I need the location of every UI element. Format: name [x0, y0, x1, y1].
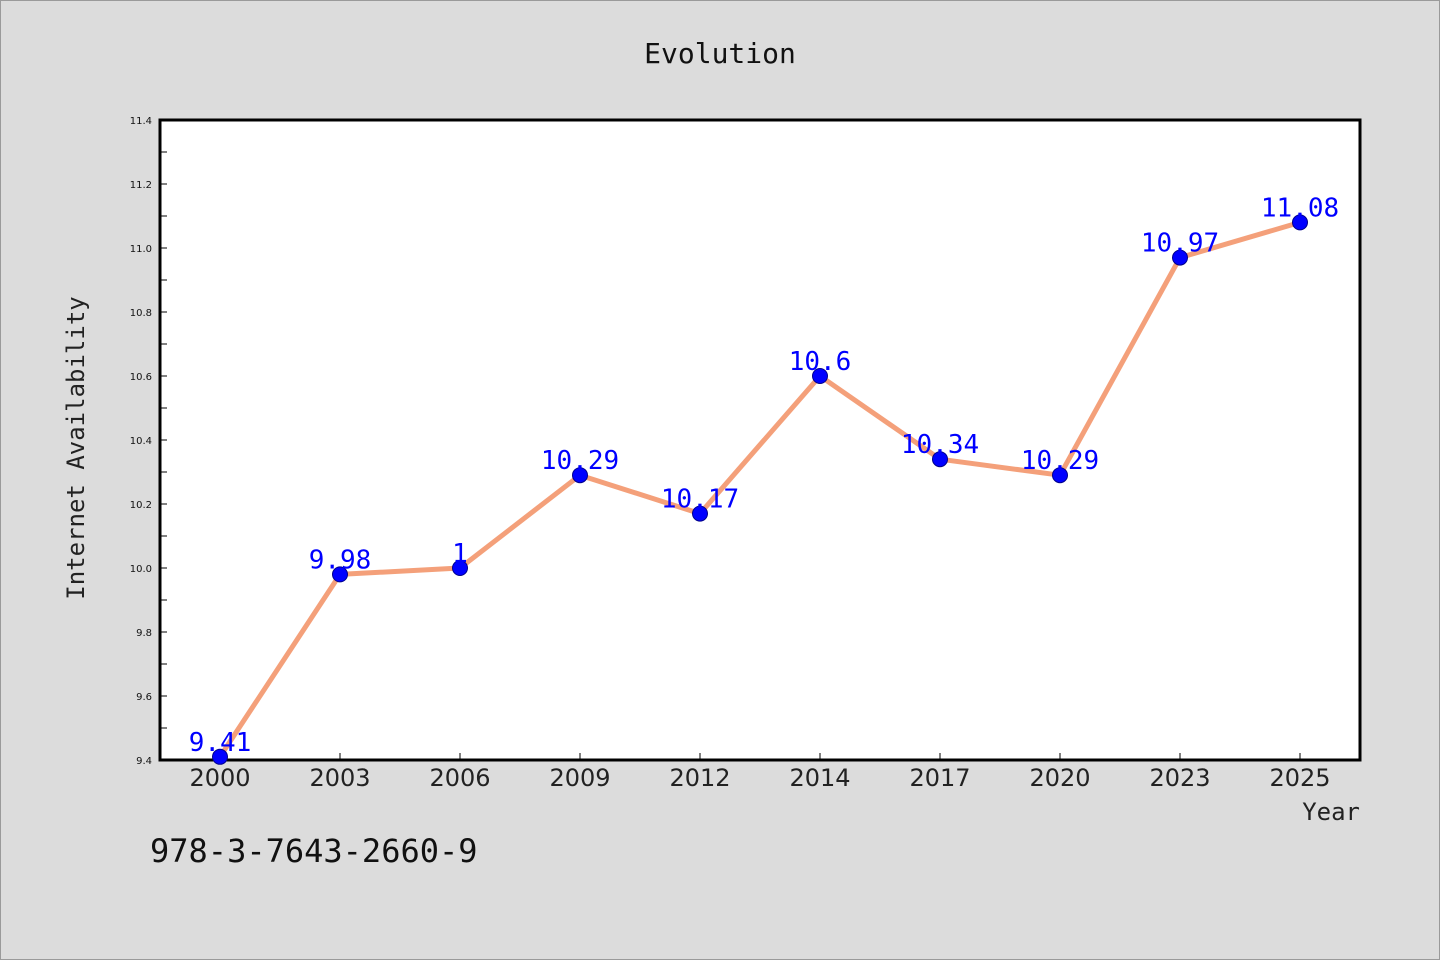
- y-tick-label: 10.2: [130, 500, 152, 511]
- data-label: 10.34: [901, 430, 979, 460]
- data-label: 9.98: [309, 545, 372, 575]
- data-point: [572, 467, 588, 484]
- x-tick-label: 2020: [1029, 764, 1090, 792]
- y-tick-label: 11.2: [130, 180, 152, 191]
- data-point: [692, 505, 708, 522]
- x-tick-label: 2006: [429, 764, 490, 792]
- data-point: [212, 748, 228, 765]
- data-label: 10.17: [661, 485, 739, 515]
- data-label: 11.08: [1261, 193, 1339, 223]
- data-label: 10.6: [789, 347, 852, 377]
- data-point: [1052, 467, 1068, 484]
- x-axis-label: Year: [1302, 798, 1360, 826]
- x-axis: 2000 2003 2006 2009 2012 2014 2017 2020 2023 2025: [189, 753, 1331, 792]
- y-tick-label: 10.4: [130, 436, 152, 447]
- y-tick-label: 9.4: [136, 756, 152, 767]
- x-tick-label: 2023: [1149, 764, 1210, 792]
- data-point: [452, 560, 468, 576]
- y-tick-label: 10.6: [130, 372, 152, 383]
- series-group: 9.41 9.98 1 10.29 10.17 10.6 10.34 10.29 10.97 11…: [189, 193, 1339, 765]
- data-label: 10.97: [1141, 229, 1219, 259]
- x-tick-label: 2014: [789, 764, 850, 792]
- x-tick-label: 2025: [1269, 764, 1330, 792]
- y-axis: 9.4 9.6 9.8 10.0 10.2 10.4 10.6 10.8 11.0 11.2 11.…: [130, 116, 167, 767]
- x-tick-label: 2003: [309, 764, 370, 792]
- y-tick-label: 10.8: [130, 308, 152, 319]
- y-tick-label: 11.4: [130, 116, 152, 127]
- data-label: 1: [452, 539, 468, 569]
- data-point: [1172, 249, 1188, 266]
- y-tick-label: 9.6: [136, 692, 152, 703]
- data-label: 10.29: [1021, 446, 1099, 476]
- plot-area: [158, 118, 1362, 762]
- data-label: 10.29: [541, 446, 619, 476]
- isbn-text: 978-3-7643-2660-9: [150, 832, 478, 870]
- data-point: [1292, 214, 1308, 231]
- data-label: 9.41: [189, 728, 252, 758]
- x-tick-label: 2012: [669, 764, 730, 792]
- data-point: [332, 566, 348, 583]
- y-axis-label: Internet Availability: [62, 296, 90, 599]
- y-tick-label: 10.0: [130, 564, 152, 575]
- chart-title: Evolution: [644, 37, 796, 70]
- x-tick-label: 2009: [549, 764, 610, 792]
- data-point: [812, 368, 828, 384]
- x-tick-label: 2017: [909, 764, 970, 792]
- data-point: [932, 451, 948, 468]
- x-tick-label: 2000: [189, 764, 250, 792]
- y-tick-label: 9.8: [136, 628, 152, 639]
- series-line: [217, 219, 1303, 760]
- y-tick-label: 11.0: [130, 244, 152, 255]
